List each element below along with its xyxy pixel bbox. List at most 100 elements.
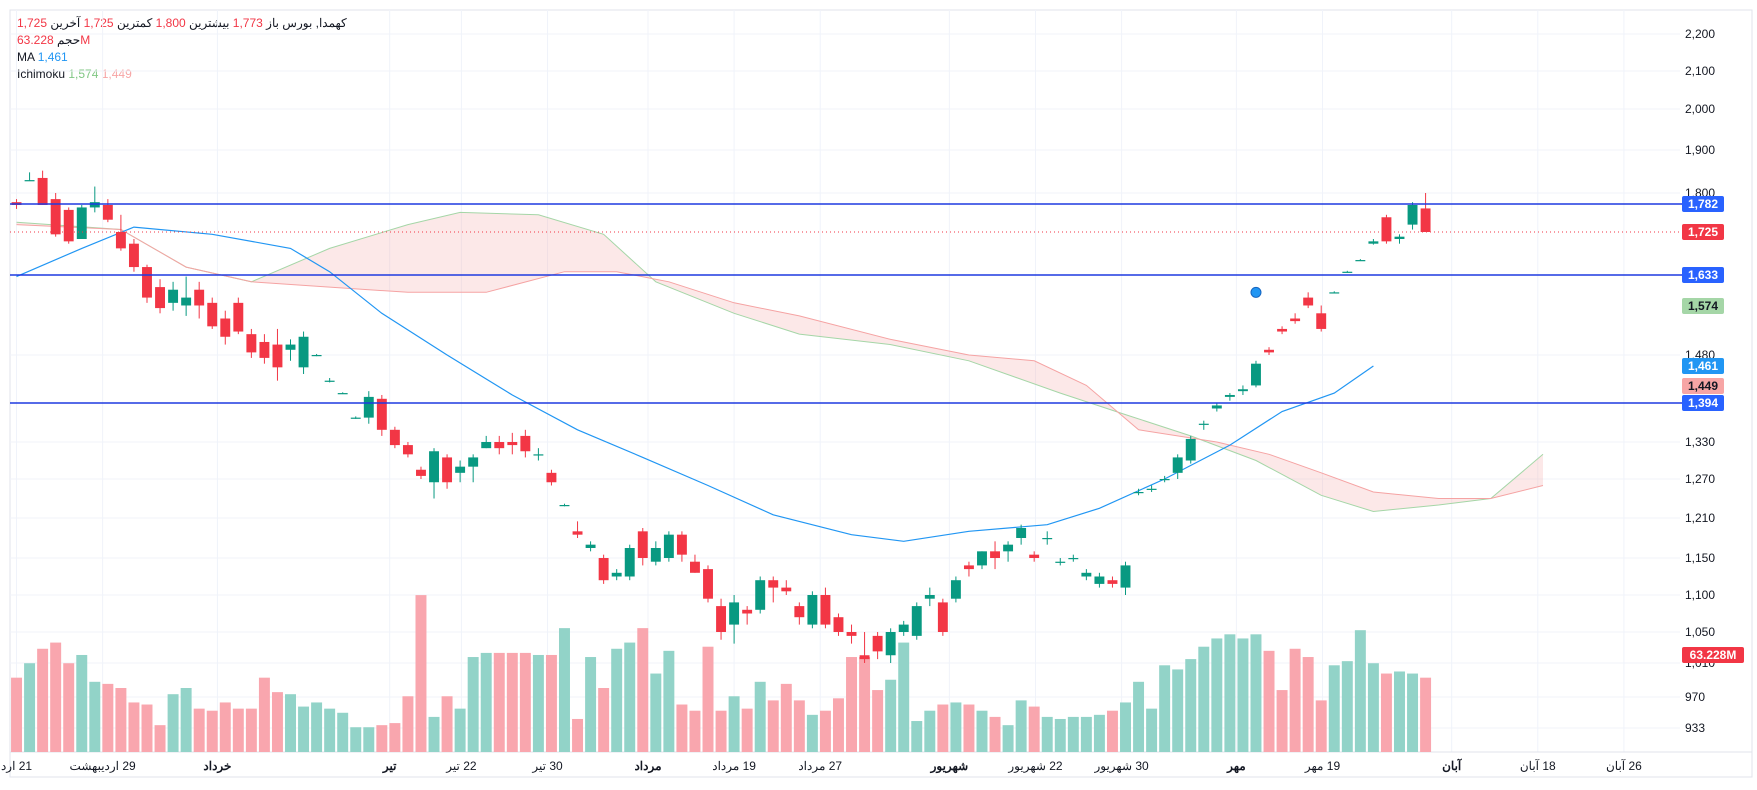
candle-body (924, 595, 935, 599)
volume-bar (102, 683, 114, 752)
volume-bar (1041, 716, 1053, 752)
volume-bar (572, 718, 584, 752)
candle-body (1133, 492, 1144, 494)
volume-bar (1146, 708, 1158, 752)
y-tick-label: 1,270 (1685, 472, 1715, 486)
candle-body (990, 551, 1000, 558)
volume-bar (1054, 718, 1066, 752)
x-tick-label: 22 شهریور (1007, 759, 1063, 773)
candle-body (442, 457, 453, 483)
volume-bar (350, 727, 362, 752)
volume-bar (324, 708, 336, 752)
legend-ma-row[interactable]: MA 1,461 (17, 49, 347, 66)
volume-bar (1380, 673, 1392, 752)
volume-bar (650, 673, 662, 752)
candle-body (598, 558, 609, 581)
volume-bar (963, 704, 975, 752)
volume-bar (271, 692, 283, 752)
volume-bar (1120, 702, 1131, 752)
legend-volume-label: حجم (57, 33, 81, 47)
volume-bar (1015, 700, 1027, 752)
volume-bar (37, 648, 49, 752)
y-tick-label: 1,900 (1685, 143, 1715, 157)
candle-body (703, 569, 713, 599)
volume-bar (846, 657, 858, 752)
candle-body (89, 202, 100, 208)
volume-bar (285, 694, 296, 752)
candle-body (1290, 318, 1301, 322)
candle-body (1029, 554, 1040, 558)
volume-bar (950, 702, 962, 752)
volume-bar (663, 650, 675, 752)
legend-close: 1,725 (17, 16, 48, 30)
candle-body (402, 445, 413, 455)
candle-body (429, 451, 439, 483)
volume-bar (1002, 725, 1014, 752)
candle-body (1381, 217, 1392, 242)
candle-body (872, 635, 883, 652)
x-tick-label: 26 آبان (1606, 758, 1642, 773)
candle-body (1159, 479, 1170, 481)
volume-bar (1133, 681, 1145, 752)
volume-bar (1237, 638, 1249, 752)
y-tick-label: 2,200 (1685, 27, 1715, 41)
volume-bar (989, 716, 1001, 752)
legend-open: 1,773 (232, 16, 263, 30)
volume-bar (50, 642, 62, 752)
volume-bar (767, 700, 779, 752)
volume-bar (376, 725, 388, 752)
candle-body (520, 435, 531, 452)
candle-body (168, 289, 179, 303)
ichimoku-span-b (16, 224, 1544, 499)
candle-body (181, 297, 192, 306)
volume-bar (741, 708, 753, 752)
candle-body (1081, 572, 1092, 577)
candle-body (1211, 405, 1222, 409)
legend-symbol[interactable]: کهمدا, بورس (282, 16, 347, 30)
volume-bar (911, 721, 923, 752)
volume-bar (506, 652, 518, 752)
volume-bar (532, 654, 544, 752)
candle-body (1185, 438, 1196, 461)
volume-bar (1185, 659, 1197, 752)
volume-bar (298, 706, 310, 752)
volume-bar (1159, 665, 1171, 752)
candle-body (1042, 538, 1053, 540)
volume-bar (1276, 690, 1288, 752)
volume-bar (1341, 661, 1353, 752)
legend-volume-row[interactable]: حجم 63.228M (17, 32, 347, 49)
volume-bar (480, 652, 492, 752)
candle-body (1016, 528, 1027, 538)
candle-body (885, 632, 896, 656)
candle-body (389, 429, 400, 446)
x-tick-label: آبان (1442, 757, 1463, 773)
candle-body (494, 442, 505, 449)
volume-bar (519, 652, 531, 752)
candle-body (1407, 204, 1418, 225)
volume-bar (832, 698, 844, 752)
volume-bar (1289, 648, 1301, 752)
candle-body (155, 287, 165, 309)
legend-ma-label: MA (17, 50, 35, 64)
candle-body (833, 617, 844, 632)
candle-body (468, 457, 479, 467)
ma-badge-bg (1682, 358, 1724, 374)
candle-body (298, 336, 309, 368)
candle-body (76, 207, 87, 240)
candle-body (1342, 271, 1353, 273)
volume-bar (1367, 663, 1379, 752)
x-tick-label: مهر (1226, 759, 1246, 774)
ichimoku-a-badge: 1,574 (1688, 299, 1718, 313)
candle-body (559, 505, 570, 507)
candle-body (637, 531, 648, 558)
candle-body (363, 396, 374, 418)
volume-bar (1106, 710, 1118, 752)
volume-bar (258, 677, 270, 752)
volume-bar (1263, 650, 1275, 752)
candle-body (794, 606, 805, 618)
candle-body (128, 243, 139, 268)
volume-bar (219, 702, 231, 752)
legend-open-label: باز (266, 16, 279, 30)
candle-body (768, 580, 779, 588)
